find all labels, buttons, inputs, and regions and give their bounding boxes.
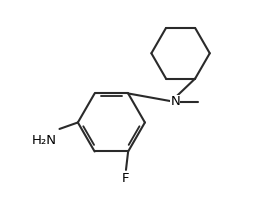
- Text: H₂N: H₂N: [32, 134, 57, 147]
- Text: N: N: [170, 95, 180, 108]
- Text: F: F: [122, 172, 130, 185]
